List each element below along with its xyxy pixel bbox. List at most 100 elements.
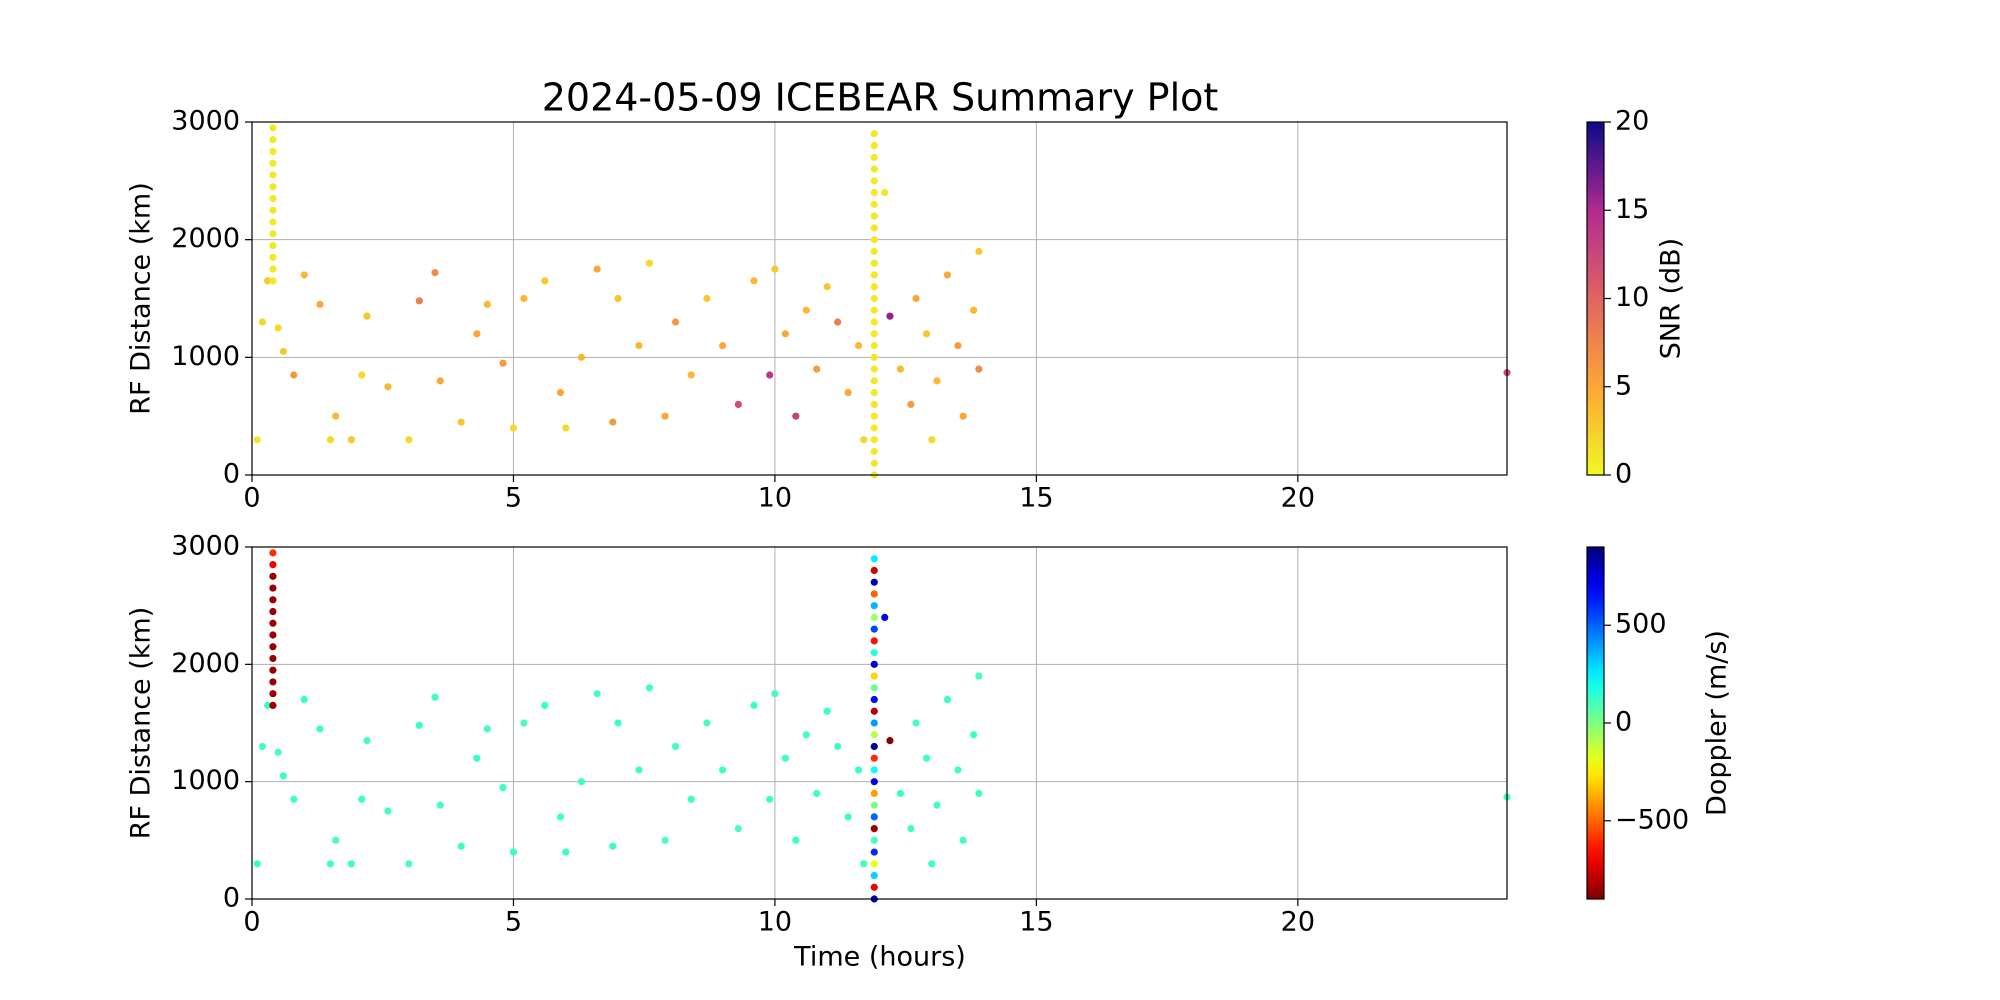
data-point bbox=[943, 695, 952, 704]
data-point bbox=[431, 269, 439, 277]
data-point bbox=[614, 719, 622, 727]
data-point bbox=[269, 253, 277, 261]
data-point bbox=[332, 836, 340, 844]
data-point bbox=[405, 860, 413, 868]
data-point bbox=[363, 737, 371, 745]
data-point bbox=[771, 690, 779, 698]
data-point bbox=[870, 189, 878, 197]
data-point bbox=[269, 241, 277, 250]
data-point bbox=[870, 719, 878, 727]
data-point bbox=[290, 795, 298, 803]
data-point bbox=[870, 883, 878, 891]
data-point bbox=[269, 607, 277, 616]
data-point bbox=[269, 277, 277, 285]
data-point bbox=[750, 701, 758, 710]
data-point bbox=[509, 848, 518, 856]
data-point bbox=[269, 596, 277, 604]
colorbar-tick-label: 10 bbox=[1615, 282, 1649, 313]
data-point bbox=[703, 719, 711, 727]
data-point bbox=[870, 153, 878, 161]
data-point bbox=[269, 631, 277, 639]
data-point bbox=[269, 206, 277, 214]
data-point bbox=[870, 625, 878, 633]
data-point bbox=[870, 860, 878, 868]
data-point bbox=[347, 860, 355, 868]
plot-area bbox=[252, 122, 1507, 475]
data-point bbox=[269, 654, 277, 663]
data-point bbox=[687, 371, 695, 379]
data-point bbox=[415, 297, 423, 305]
data-point bbox=[943, 271, 952, 279]
data-point bbox=[870, 165, 878, 173]
data-point bbox=[870, 825, 878, 833]
data-point bbox=[870, 602, 878, 610]
data-point bbox=[269, 171, 277, 179]
data-point bbox=[870, 247, 878, 256]
data-point bbox=[870, 212, 878, 220]
data-point bbox=[870, 436, 878, 444]
data-point bbox=[933, 377, 941, 385]
data-point bbox=[860, 436, 868, 444]
data-point bbox=[269, 124, 277, 132]
data-point bbox=[954, 766, 962, 774]
x-tick-label: 20 bbox=[1281, 483, 1315, 514]
data-point bbox=[358, 371, 366, 379]
data-point bbox=[577, 778, 586, 786]
y-tick-label: 0 bbox=[223, 459, 240, 490]
data-point bbox=[269, 666, 277, 674]
data-point bbox=[269, 230, 277, 238]
data-point bbox=[813, 365, 821, 373]
data-point bbox=[870, 578, 878, 586]
data-point bbox=[457, 842, 465, 850]
data-point bbox=[269, 678, 277, 686]
data-point bbox=[870, 672, 878, 680]
data-point bbox=[912, 294, 920, 303]
data-point bbox=[928, 436, 936, 444]
x-tick-label: 10 bbox=[758, 483, 792, 514]
data-point bbox=[541, 701, 549, 710]
data-point bbox=[886, 312, 894, 320]
colorbar-tick-label: 500 bbox=[1615, 609, 1667, 640]
data-point bbox=[520, 294, 528, 303]
y-tick-label: 3000 bbox=[171, 106, 240, 137]
data-point bbox=[922, 754, 931, 762]
data-point bbox=[870, 613, 878, 622]
plot-area bbox=[252, 547, 1507, 899]
data-point bbox=[258, 742, 267, 751]
x-tick-label: 5 bbox=[505, 483, 522, 514]
y-tick-label: 2000 bbox=[171, 648, 240, 679]
data-point bbox=[870, 684, 878, 692]
data-point bbox=[332, 412, 340, 420]
data-point bbox=[860, 860, 868, 868]
data-point bbox=[781, 330, 789, 338]
data-point bbox=[635, 341, 643, 350]
data-point bbox=[854, 341, 863, 350]
data-point bbox=[870, 778, 878, 786]
data-point bbox=[975, 247, 983, 256]
data-point bbox=[703, 294, 711, 303]
data-point bbox=[870, 271, 878, 279]
data-point bbox=[975, 789, 983, 798]
data-point bbox=[823, 707, 831, 715]
data-point bbox=[970, 306, 978, 314]
data-point bbox=[954, 341, 962, 350]
colorbar bbox=[1586, 546, 1605, 900]
data-point bbox=[719, 766, 727, 774]
data-point bbox=[509, 424, 518, 432]
data-point bbox=[870, 801, 878, 809]
data-point bbox=[316, 300, 324, 308]
data-point bbox=[415, 721, 423, 729]
data-point bbox=[269, 643, 277, 651]
data-point bbox=[975, 672, 983, 680]
data-point bbox=[870, 141, 878, 150]
data-point bbox=[881, 189, 889, 197]
data-point bbox=[870, 400, 878, 408]
data-point bbox=[253, 436, 261, 444]
x-tick-label: 15 bbox=[1019, 483, 1053, 514]
data-point bbox=[269, 619, 277, 627]
data-point bbox=[970, 731, 978, 739]
data-point bbox=[483, 725, 491, 733]
data-point bbox=[253, 860, 261, 868]
data-point bbox=[870, 649, 878, 657]
